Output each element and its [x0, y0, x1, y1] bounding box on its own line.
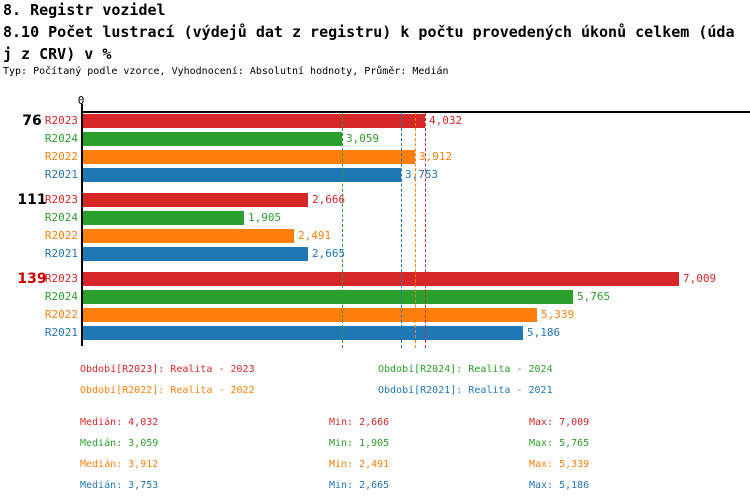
series-row-label: R2021: [44, 247, 78, 260]
bar-value-label: 3,059: [346, 132, 380, 145]
stat-max: Max: 5,339: [529, 459, 590, 470]
bar: [83, 168, 401, 182]
stat-median: Medián: 3,753: [80, 480, 159, 491]
median-line: [425, 113, 426, 348]
bar-value-label: 4,032: [429, 114, 463, 127]
series-row-label: R2022: [44, 150, 78, 163]
stat-min: Min: 1,905: [329, 438, 390, 449]
median-line: [401, 113, 402, 348]
bar: [83, 308, 537, 322]
report-subtitle-line2: j z CRV) v %: [3, 45, 112, 63]
bar-value-label: 2,666: [312, 193, 346, 206]
stat-max: Max: 5,186: [529, 480, 590, 491]
bar: [83, 132, 342, 146]
series-row-label: R2024: [44, 290, 78, 303]
legend-item: Období[R2024]: Realita - 2024: [378, 364, 553, 375]
legend-item: Období[R2022]: Realita - 2022: [80, 385, 255, 396]
stat-min: Min: 2,666: [329, 417, 390, 428]
stat-median: Medián: 3,912: [80, 459, 159, 470]
bar-value-label: 7,009: [683, 272, 717, 285]
group-label: 139: [17, 271, 47, 287]
bar-value-label: 3,753: [405, 168, 439, 181]
bar: [83, 150, 415, 164]
stat-median: Medián: 4,032: [80, 417, 159, 428]
series-row-label: R2023: [44, 114, 78, 127]
bar: [83, 114, 425, 128]
median-line: [342, 113, 343, 348]
report-subtitle-line1: 8.10 Počet lustrací (výdejů dat z regist…: [3, 23, 735, 41]
stat-min: Min: 2,491: [329, 459, 390, 470]
series-row-label: R2023: [44, 193, 78, 206]
bar-value-label: 5,765: [577, 290, 611, 303]
bar-value-label: 5,339: [541, 308, 575, 321]
bar: [83, 229, 294, 243]
series-row-label: R2023: [44, 272, 78, 285]
bar-value-label: 5,186: [527, 326, 561, 339]
x-axis-line: [81, 111, 750, 113]
series-row-label: R2021: [44, 326, 78, 339]
stat-median: Medián: 3,059: [80, 438, 159, 449]
group-label: 111: [17, 192, 47, 208]
bar: [83, 247, 308, 261]
bar: [83, 290, 573, 304]
bar-value-label: 2,665: [312, 247, 346, 260]
bar: [83, 326, 523, 340]
report-meta: Typ: Počítaný podle vzorce, Vyhodnocení:…: [3, 66, 449, 77]
report-title: 8. Registr vozidel: [3, 1, 166, 19]
median-line: [415, 113, 416, 348]
bar-value-label: 1,905: [248, 211, 282, 224]
series-row-label: R2024: [44, 211, 78, 224]
series-row-label: R2024: [44, 132, 78, 145]
series-row-label: R2022: [44, 308, 78, 321]
bar: [83, 272, 679, 286]
series-row-label: R2021: [44, 168, 78, 181]
bar-value-label: 2,491: [298, 229, 332, 242]
bar-value-label: 3,912: [419, 150, 453, 163]
bar: [83, 193, 308, 207]
stat-max: Max: 5,765: [529, 438, 590, 449]
group-label: 76: [22, 113, 42, 129]
stat-max: Max: 7,009: [529, 417, 590, 428]
series-row-label: R2022: [44, 229, 78, 242]
bar: [83, 211, 244, 225]
legend-item: Období[R2023]: Realita - 2023: [80, 364, 255, 375]
x-axis-zero-label: 0: [77, 94, 85, 107]
y-axis-line: [81, 104, 83, 346]
stat-min: Min: 2,665: [329, 480, 390, 491]
legend-item: Období[R2021]: Realita - 2021: [378, 385, 553, 396]
